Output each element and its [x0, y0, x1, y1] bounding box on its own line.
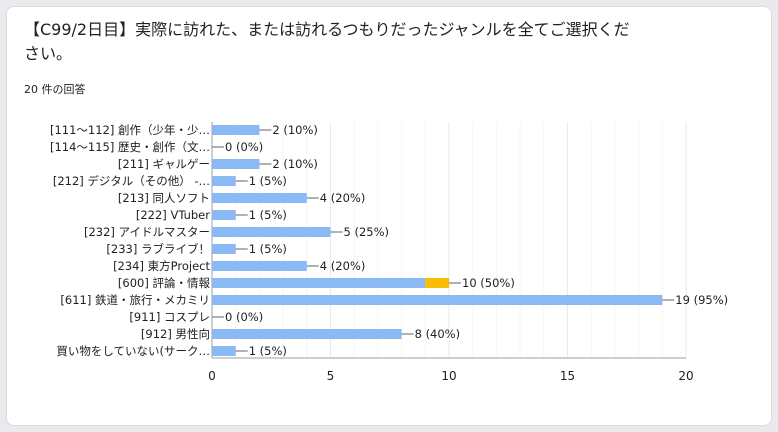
category-label: [213] 同人ソフト: [118, 191, 210, 205]
question-card: [6, 6, 772, 426]
value-label: 8 (40%): [415, 327, 461, 341]
category-label: [911] コスプレ: [129, 310, 210, 324]
response-count: 20 件の回答: [24, 83, 86, 96]
bar: [212, 261, 307, 271]
value-label: 1 (5%): [249, 208, 287, 222]
bar: [212, 193, 307, 203]
bar: [212, 176, 236, 186]
bar-highlight: [425, 278, 449, 288]
category-label: [912] 男性向: [141, 327, 210, 341]
value-label: 4 (20%): [320, 191, 366, 205]
question-title: 【C99/2日目】実際に訪れた、または訪れるつもりだったジャンルを全てご選択くだ…: [24, 20, 630, 63]
value-label: 2 (10%): [272, 123, 318, 137]
category-label: [233] ラブライブ！: [106, 242, 210, 256]
bar: [212, 227, 331, 237]
category-label: [114～115] 歴史・創作（文…: [50, 140, 210, 154]
bar: [212, 295, 663, 305]
category-label: [111～112] 創作（少年・少…: [50, 123, 210, 137]
category-label: [234] 東方Project: [113, 259, 210, 273]
bar: [212, 125, 260, 135]
value-label: 0 (0%): [225, 310, 263, 324]
bar: [212, 329, 402, 339]
value-label: 1 (5%): [249, 242, 287, 256]
x-tick-label: 5: [327, 369, 335, 383]
x-tick-label: 20: [678, 369, 693, 383]
x-tick-label: 15: [560, 369, 575, 383]
category-label: [600] 評論・情報: [118, 276, 211, 290]
value-label: 10 (50%): [462, 276, 515, 290]
category-label: [211] ギャルゲー: [118, 157, 210, 171]
value-label: 19 (95%): [675, 293, 728, 307]
category-label: [611] 鉄道・旅行・メカミリ: [60, 293, 210, 307]
bar: [212, 210, 236, 220]
bar: [212, 244, 236, 254]
x-tick-label: 10: [441, 369, 456, 383]
category-label: [222] VTuber: [136, 208, 210, 222]
value-label: 0 (0%): [225, 140, 263, 154]
value-label: 1 (5%): [249, 174, 287, 188]
category-label: 買い物をしていない(サーク…: [56, 344, 210, 358]
value-label: 1 (5%): [249, 344, 287, 358]
category-label: [212] デジタル（その他） -…: [53, 174, 210, 188]
bar: [212, 346, 236, 356]
value-label: 5 (25%): [344, 225, 390, 239]
value-label: 4 (20%): [320, 259, 366, 273]
bar: [212, 278, 426, 288]
x-tick-label: 0: [208, 369, 216, 383]
value-label: 2 (10%): [272, 157, 318, 171]
bar: [212, 159, 260, 169]
category-label: [232] アイドルマスター: [84, 225, 210, 239]
